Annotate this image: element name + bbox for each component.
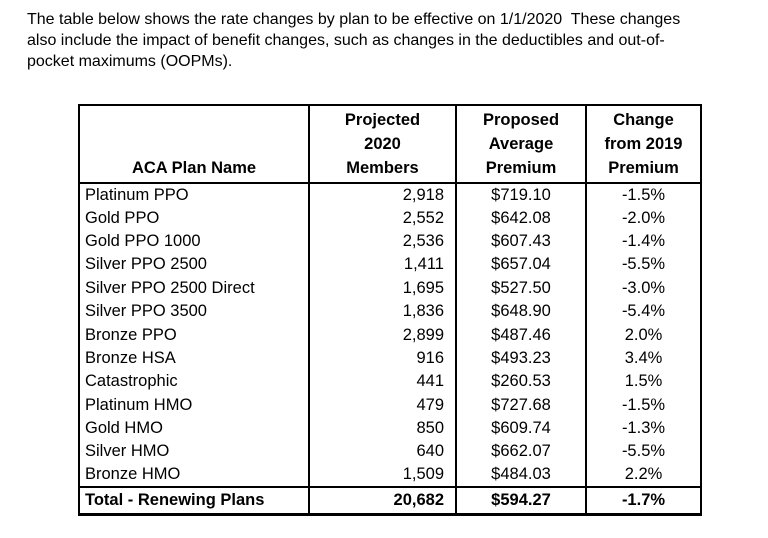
premium-cell: $727.68 <box>455 393 586 417</box>
change-cell: -1.5% <box>585 393 701 417</box>
plan-name-cell: Bronze HSA <box>85 348 176 367</box>
premium-cell: $527.50 <box>455 276 586 300</box>
plan-name-cell: Platinum PPO <box>85 185 189 204</box>
intro-line-3: pocket maximums (OOPMs). <box>27 53 233 70</box>
premium-cell: $648.90 <box>455 299 586 324</box>
change-cell: -5.4% <box>585 299 701 324</box>
plan-name-cell: Silver HMO <box>85 442 170 461</box>
premium-cell: $484.03 <box>455 463 586 488</box>
plan-name-cell: Bronze HMO <box>85 465 181 484</box>
total-row: Total - Renewing Plans 20,682 $594.27 -1… <box>79 486 701 515</box>
header-row: ACA Plan Name Projected 2020 Members Pro… <box>79 105 701 184</box>
table-row: Gold HMO 850 $609.74 -1.3% <box>79 416 701 441</box>
total-change-cell: -1.7% <box>585 486 701 515</box>
plan-name-cell: Gold PPO 1000 <box>85 231 201 250</box>
members-cell: 1,411 <box>308 253 456 277</box>
members-cell: 441 <box>308 370 456 394</box>
header-members: Projected 2020 Members <box>308 105 456 184</box>
members-cell: 640 <box>308 440 456 464</box>
plan-name-cell: Platinum HMO <box>85 395 193 414</box>
table-row: Bronze HMO 1,509 $484.03 2.2% <box>79 463 701 488</box>
premium-cell: $607.43 <box>455 229 586 254</box>
members-cell: 479 <box>308 393 456 417</box>
members-cell: 2,536 <box>308 229 456 254</box>
total-premium-cell: $594.27 <box>455 486 586 515</box>
table-row: Platinum HMO 479 $727.68 -1.5% <box>79 393 701 417</box>
plan-name-cell: Bronze PPO <box>85 325 177 344</box>
table-footer: Total - Renewing Plans 20,682 $594.27 -1… <box>79 486 701 515</box>
table-row: Bronze PPO 2,899 $487.46 2.0% <box>79 323 701 347</box>
premium-cell: $719.10 <box>455 183 586 207</box>
plan-name-cell: Silver PPO 3500 <box>85 302 207 321</box>
plan-name-cell: Gold HMO <box>85 419 163 438</box>
premium-cell: $657.04 <box>455 253 586 277</box>
total-label-cell: Total - Renewing Plans <box>79 486 309 515</box>
rate-change-table: ACA Plan Name Projected 2020 Members Pro… <box>78 104 702 516</box>
members-cell: 850 <box>308 416 456 441</box>
members-cell: 2,552 <box>308 206 456 230</box>
members-cell: 2,899 <box>308 323 456 347</box>
change-cell: -5.5% <box>585 253 701 277</box>
table-row: Silver PPO 2500 1,411 $657.04 -5.5% <box>79 253 701 277</box>
table-row: Platinum PPO 2,918 $719.10 -1.5% <box>79 183 701 207</box>
table-row: Silver PPO 3500 1,836 $648.90 -5.4% <box>79 299 701 324</box>
table-header: ACA Plan Name Projected 2020 Members Pro… <box>79 105 701 184</box>
plan-name-cell: Silver PPO 2500 Direct <box>85 278 255 297</box>
premium-cell: $609.74 <box>455 416 586 441</box>
change-cell: -1.3% <box>585 416 701 441</box>
members-cell: 1,509 <box>308 463 456 488</box>
premium-cell: $642.08 <box>455 206 586 230</box>
plan-name-cell: Gold PPO <box>85 208 160 227</box>
change-cell: -1.5% <box>585 183 701 207</box>
members-cell: 1,836 <box>308 299 456 324</box>
change-cell: -3.0% <box>585 276 701 300</box>
header-premium: Proposed Average Premium <box>455 105 586 184</box>
change-cell: -2.0% <box>585 206 701 230</box>
intro-paragraph: The table below shows the rate changes b… <box>27 9 680 72</box>
plan-name-cell: Silver PPO 2500 <box>85 255 207 274</box>
intro-line-2: also include the impact of benefit chang… <box>27 32 665 49</box>
plan-rows: Platinum PPO 2,918 $719.10 -1.5% Gold PPO 2,5… <box>79 183 701 488</box>
change-cell: 3.4% <box>585 346 701 371</box>
members-cell: 916 <box>308 346 456 371</box>
premium-cell: $260.53 <box>455 370 586 394</box>
plan-name-cell: Catastrophic <box>85 372 178 391</box>
header-plan-name: ACA Plan Name <box>79 105 309 184</box>
change-cell: -5.5% <box>585 440 701 464</box>
premium-cell: $487.46 <box>455 323 586 347</box>
table-row: Gold PPO 2,552 $642.08 -2.0% <box>79 206 701 230</box>
table-row: Gold PPO 1000 2,536 $607.43 -1.4% <box>79 229 701 254</box>
premium-cell: $493.23 <box>455 346 586 371</box>
change-cell: -1.4% <box>585 229 701 254</box>
members-cell: 2,918 <box>308 183 456 207</box>
intro-line-1: The table below shows the rate changes b… <box>27 11 681 28</box>
members-cell: 1,695 <box>308 276 456 300</box>
table-row: Catastrophic 441 $260.53 1.5% <box>79 370 701 394</box>
change-cell: 2.0% <box>585 323 701 347</box>
premium-cell: $662.07 <box>455 440 586 464</box>
table-row: Bronze HSA 916 $493.23 3.4% <box>79 346 701 371</box>
header-change: Change from 2019 Premium <box>585 105 701 184</box>
table-row: Silver PPO 2500 Direct 1,695 $527.50 -3.0% <box>79 276 701 300</box>
change-cell: 2.2% <box>585 463 701 488</box>
total-members-cell: 20,682 <box>308 486 456 515</box>
change-cell: 1.5% <box>585 370 701 394</box>
table-row: Silver HMO 640 $662.07 -5.5% <box>79 440 701 464</box>
